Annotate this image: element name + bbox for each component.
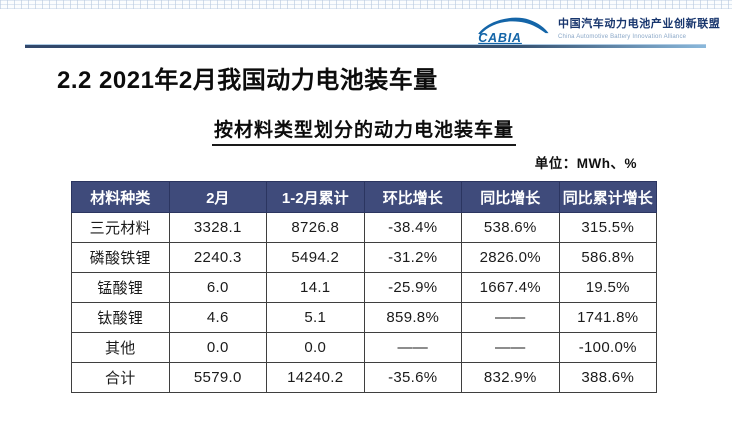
column-header-yoy-growth: 同比增长 <box>461 181 560 213</box>
column-header-feb: 2月 <box>168 181 267 213</box>
table-cell: 19.5% <box>558 272 657 303</box>
table-cell: 5579.0 <box>168 362 267 393</box>
column-header-mom-growth: 环比增长 <box>363 181 462 213</box>
table-cell: 2826.0% <box>461 242 560 273</box>
table-cell: 8726.8 <box>266 212 365 243</box>
table-cell: 4.6 <box>168 302 267 333</box>
table-cell: -25.9% <box>363 272 462 303</box>
table-cell: 1741.8% <box>558 302 657 333</box>
section-subtitle: 按材料类型划分的动力电池装车量 <box>211 115 516 146</box>
top-ruler-strip <box>0 0 732 9</box>
table-row-ternary: 三元材料 3328.1 8726.8 -38.4% 538.6% 315.5% <box>71 212 657 243</box>
table-cell: 832.9% <box>461 362 560 393</box>
table-header-row: 材料种类 2月 1-2月累计 环比增长 同比增长 同比累计增长 <box>71 181 657 213</box>
table-cell: 0.0 <box>168 332 267 363</box>
row-label: 三元材料 <box>71 212 170 243</box>
section-subtitle-wrap: 按材料类型划分的动力电池装车量 <box>71 115 657 146</box>
header-divider-line <box>25 44 706 48</box>
table-cell: 2240.3 <box>168 242 267 273</box>
table-cell: 859.8% <box>363 302 462 333</box>
column-header-yoy-cum-growth: 同比累计增长 <box>558 181 657 213</box>
row-label: 锰酸锂 <box>71 272 170 303</box>
table-cell: 6.0 <box>168 272 267 303</box>
table-cell: -35.6% <box>363 362 462 393</box>
table-row-lmo: 锰酸锂 6.0 14.1 -25.9% 1667.4% 19.5% <box>71 272 657 303</box>
table-cell: 5.1 <box>266 302 365 333</box>
table-row-lfp: 磷酸铁锂 2240.3 5494.2 -31.2% 2826.0% 586.8% <box>71 242 657 273</box>
table-cell: -31.2% <box>363 242 462 273</box>
cabia-car-logo-icon: CABIA <box>478 17 549 45</box>
table-cell: —— <box>461 332 560 363</box>
table-row-total: 合计 5579.0 14240.2 -35.6% 832.9% 388.6% <box>71 362 657 393</box>
table-cell: 1667.4% <box>461 272 560 303</box>
org-name-en: China Automotive Battery Innovation Alli… <box>558 33 687 40</box>
table-cell: 14240.2 <box>266 362 365 393</box>
table-cell: 315.5% <box>558 212 657 243</box>
row-label: 合计 <box>71 362 170 393</box>
table-cell: 3328.1 <box>168 212 267 243</box>
table-cell: 538.6% <box>461 212 560 243</box>
table-cell: —— <box>461 302 560 333</box>
row-label: 钛酸锂 <box>71 302 170 333</box>
table-cell: -38.4% <box>363 212 462 243</box>
unit-label: 单位：MWh、% <box>534 156 637 171</box>
table-cell: —— <box>363 332 462 363</box>
battery-material-table: 材料种类 2月 1-2月累计 环比增长 同比增长 同比累计增长 三元材料 332… <box>71 181 657 393</box>
svg-text:CABIA: CABIA <box>478 31 522 45</box>
org-name-cn: 中国汽车动力电池产业创新联盟 <box>558 17 721 30</box>
row-label: 其他 <box>71 332 170 363</box>
header-logo-block: CABIA 中国汽车动力电池产业创新联盟 China Automotive Ba… <box>476 13 720 45</box>
column-header-cumulative: 1-2月累计 <box>266 181 365 213</box>
column-header-material: 材料种类 <box>71 181 170 213</box>
table-cell: 586.8% <box>558 242 657 273</box>
table-row-lto: 钛酸锂 4.6 5.1 859.8% —— 1741.8% <box>71 302 657 333</box>
row-label: 磷酸铁锂 <box>71 242 170 273</box>
org-name-block: 中国汽车动力电池产业创新联盟 China Automotive Battery … <box>558 18 720 41</box>
table-cell: 5494.2 <box>266 242 365 273</box>
table-cell: 388.6% <box>558 362 657 393</box>
page-title: 2.2 2021年2月我国动力电池装车量 <box>57 67 438 94</box>
table-row-other: 其他 0.0 0.0 —— —— -100.0% <box>71 332 657 363</box>
table-cell: 14.1 <box>266 272 365 303</box>
table-cell: -100.0% <box>558 332 657 363</box>
table-cell: 0.0 <box>266 332 365 363</box>
